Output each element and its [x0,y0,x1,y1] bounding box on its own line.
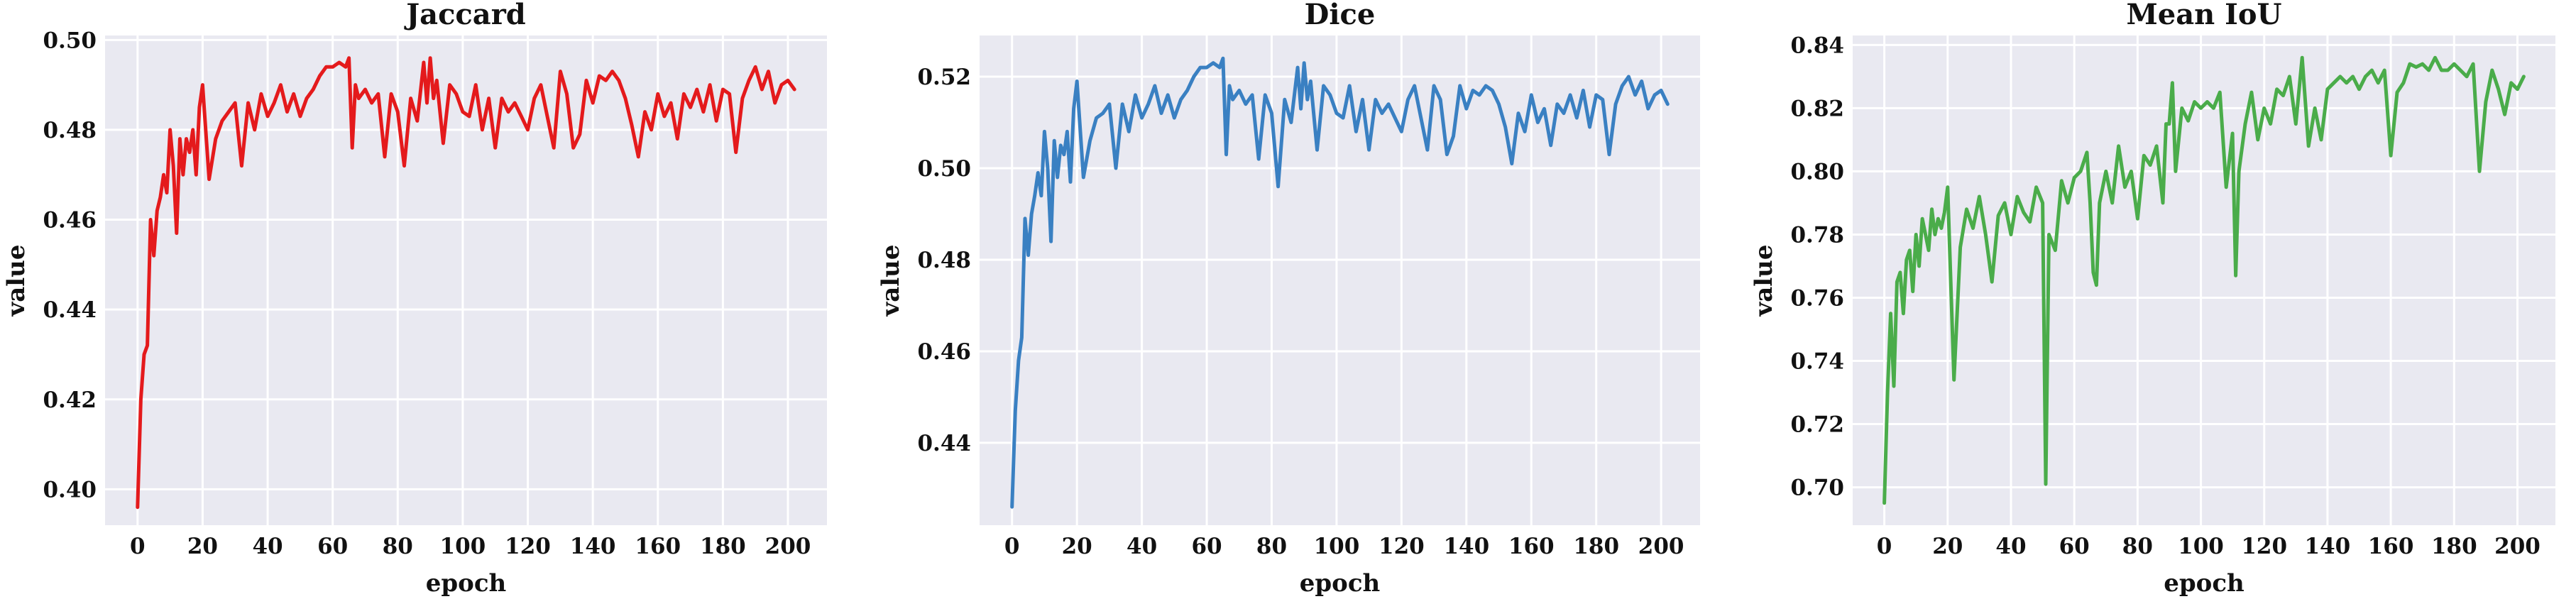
x-tick-label: 20 [1932,534,1963,559]
y-tick-label: 0.84 [1790,33,1844,58]
x-tick-label: 200 [2494,534,2541,559]
x-tick-label: 80 [383,534,413,559]
x-tick-label: 80 [1256,534,1287,559]
y-tick-label: 0.44 [43,297,97,323]
y-tick-label: 0.50 [43,28,97,53]
x-tick-label: 20 [187,534,218,559]
x-tick-label: 40 [252,534,283,559]
gridlines [980,35,1700,525]
y-tick-label: 0.72 [1790,412,1844,438]
jaccard-series-line [136,56,796,510]
tick-labels: 0 20 40 60 80 100 120 140 160 180 200 0.44 0.46 0.48 0… [917,65,1684,559]
y-tick-label: 0.46 [917,339,971,365]
y-tick-label: 0.44 [917,431,971,456]
y-tick-label: 0.82 [1790,96,1844,121]
y-tick-label: 0.50 [917,156,971,182]
y-axis-label: value [2,244,31,317]
x-tick-label: 60 [317,534,348,559]
y-axis-label: value [877,244,905,317]
y-tick-label: 0.52 [917,65,971,90]
x-tick-label: 140 [1443,534,1489,559]
x-tick-label: 60 [2059,534,2090,559]
x-tick-label: 160 [2368,534,2414,559]
x-tick-label: 120 [2241,534,2287,559]
x-axis-label: epoch [1300,569,1381,598]
x-tick-label: 0 [1877,534,1892,559]
mean-iou-panel: 0 20 40 60 80 100 120 140 160 180 200 0.70 0.72 0.74 0… [1750,0,2555,598]
x-tick-label: 180 [700,534,746,559]
x-tick-label: 100 [440,534,486,559]
x-tick-label: 40 [1995,534,2026,559]
y-axis-label: value [1750,244,1778,317]
y-tick-label: 0.42 [43,388,97,413]
chart-title: Mean IoU [2127,0,2282,31]
x-tick-label: 140 [570,534,616,559]
x-tick-label: 180 [2431,534,2477,559]
x-tick-label: 40 [1127,534,1157,559]
x-tick-label: 180 [1573,534,1619,559]
x-tick-label: 80 [2122,534,2153,559]
x-tick-label: 200 [765,534,811,559]
plot-background [1853,35,2555,525]
y-tick-label: 0.76 [1790,285,1844,311]
x-tick-label: 120 [1379,534,1425,559]
x-tick-label: 140 [2305,534,2351,559]
y-tick-label: 0.48 [43,118,97,143]
gridlines [1853,35,2555,525]
x-tick-label: 120 [505,534,551,559]
x-axis-label: epoch [426,569,507,598]
y-tick-label: 0.40 [43,477,97,502]
y-tick-label: 0.80 [1790,159,1844,185]
x-tick-label: 100 [2178,534,2224,559]
x-tick-label: 160 [1508,534,1555,559]
tick-labels: 0 20 40 60 80 100 120 140 160 180 200 0.70 0.72 0.74 0… [1790,33,2540,559]
x-tick-label: 100 [1314,534,1360,559]
y-tick-label: 0.46 [43,208,97,233]
x-tick-label: 0 [130,534,146,559]
x-tick-label: 0 [1004,534,1020,559]
dice-panel: 0 20 40 60 80 100 120 140 160 180 200 0.44 0.46 0.48 0… [877,0,1700,598]
y-tick-label: 0.78 [1790,222,1844,248]
dice-series-line [1010,56,1670,509]
x-tick-label: 200 [1638,534,1684,559]
mean-iou-series-line [1882,55,2526,505]
y-tick-label: 0.48 [917,248,971,273]
x-tick-label: 20 [1062,534,1092,559]
jaccard-panel: 0 20 40 60 80 100 120 140 160 180 200 0.40 0.42 0.44 0… [2,0,827,598]
tick-labels: 0 20 40 60 80 100 120 140 160 180 200 0.40 0.42 0.44 0… [43,28,811,559]
y-tick-label: 0.74 [1790,349,1844,375]
chart-title: Jaccard [404,0,526,31]
chart-title: Dice [1305,0,1376,31]
x-tick-label: 60 [1191,534,1222,559]
y-tick-label: 0.70 [1790,476,1844,501]
x-tick-label: 160 [635,534,681,559]
x-axis-label: epoch [2164,569,2245,598]
